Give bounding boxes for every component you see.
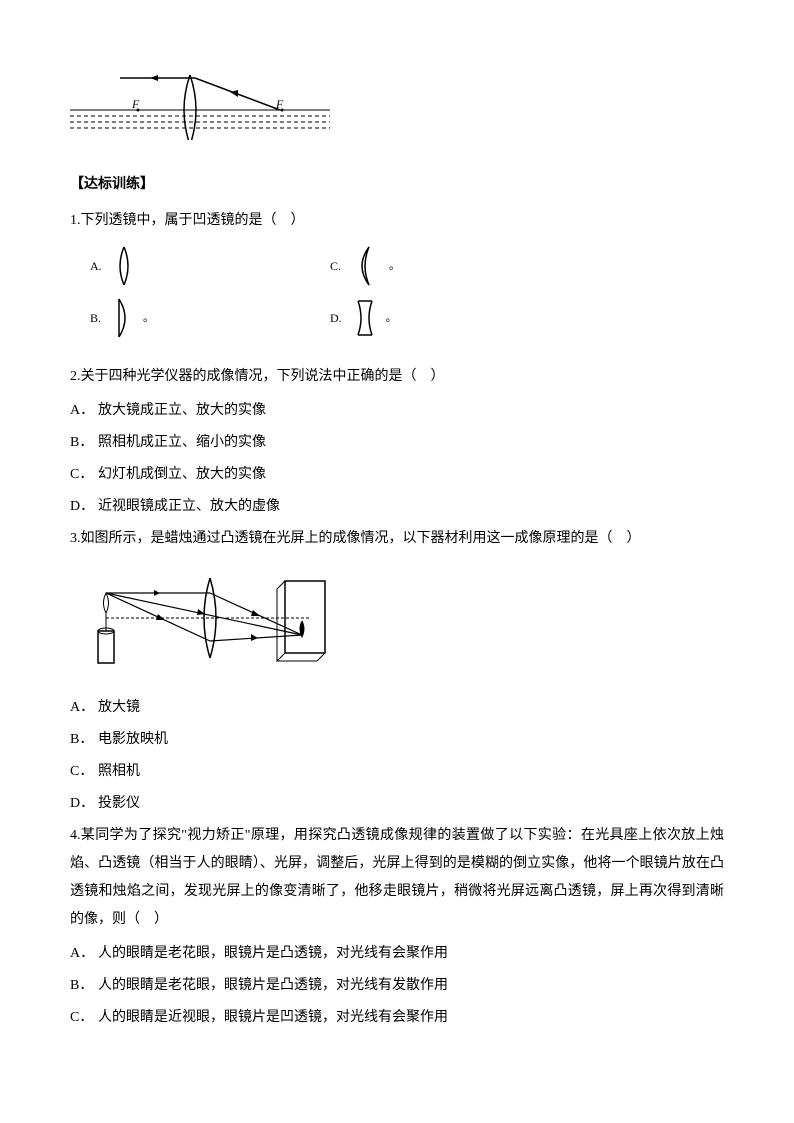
q2-option-a: A．放大镜成正立、放大的实像 bbox=[70, 397, 724, 425]
q1-option-a-label: A. bbox=[90, 254, 102, 278]
lens-c-icon bbox=[351, 245, 385, 287]
lens-b-icon bbox=[111, 297, 141, 339]
q4-option-c: C．人的眼睛是近视眼，眼镜片是凹透镜，对光线有会聚作用 bbox=[70, 1004, 724, 1032]
q4-text: 4.某同学为了探究"视力矫正"原理，用探究凸透镜成像规律的装置做了以下实验：在光… bbox=[70, 822, 724, 934]
q3-text: 3.如图所示，是蜡烛通过凸透镜在光屏上的成像情况，以下器材利用这一成像原理的是（… bbox=[70, 525, 724, 553]
q2-text: 2.关于四种光学仪器的成像情况，下列说法中正确的是（ ） bbox=[70, 363, 724, 391]
q1-option-c-label: C. bbox=[330, 254, 341, 278]
q3-option-c: C．照相机 bbox=[70, 758, 724, 786]
q4-option-a: A．人的眼睛是老花眼，眼镜片是凸透镜，对光线有会聚作用 bbox=[70, 940, 724, 968]
candle-lens-diagram bbox=[80, 563, 724, 684]
q2-option-c: C．幻灯机成倒立、放大的实像 bbox=[70, 461, 724, 489]
q2-option-d: D．近视眼镜成正立、放大的虚像 bbox=[70, 493, 724, 521]
q3-option-b: B．电影放映机 bbox=[70, 726, 724, 754]
lens-a-icon bbox=[112, 245, 142, 287]
q3-option-d: D．投影仪 bbox=[70, 790, 724, 818]
lens-d-icon bbox=[352, 297, 382, 339]
q1-text: 1.下列透镜中，属于凹透镜的是（ ） bbox=[70, 207, 724, 235]
section-title: 【达标训练】 bbox=[70, 171, 724, 199]
q3-option-a: A．放大镜 bbox=[70, 694, 724, 722]
q2-option-b: B．照相机成正立、缩小的实像 bbox=[70, 429, 724, 457]
top-lens-diagram: F F bbox=[70, 70, 724, 151]
q4-option-b: B．人的眼睛是老花眼，眼镜片是凸透镜，对光线有发散作用 bbox=[70, 972, 724, 1000]
q1-option-d-label: D. bbox=[330, 306, 342, 330]
q1-option-b-label: B. bbox=[90, 306, 101, 330]
q1-options: A. C. 。 B. 。 D. bbox=[90, 245, 724, 349]
